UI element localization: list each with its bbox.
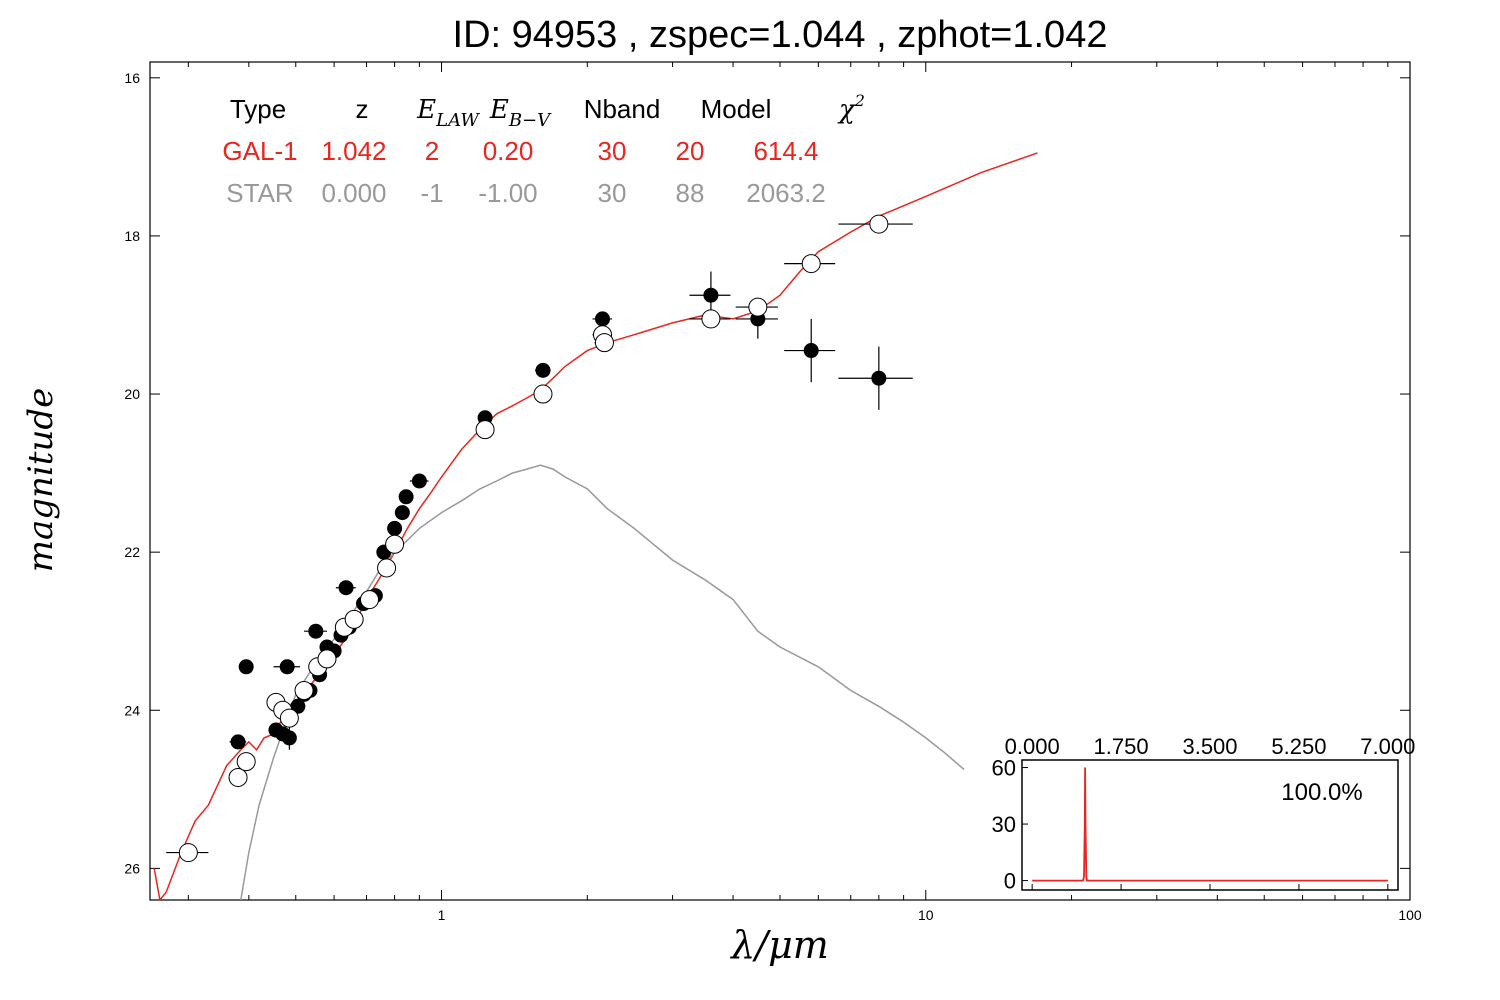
fit-table-header: Type bbox=[230, 94, 286, 124]
model-point bbox=[317, 649, 337, 669]
fit-table-cell: 2063.2 bbox=[746, 178, 826, 208]
model-point bbox=[701, 309, 721, 329]
inset-x-tick-label: 7.000 bbox=[1360, 734, 1415, 759]
observed-point bbox=[281, 730, 297, 746]
model-point bbox=[801, 254, 821, 274]
model-point bbox=[178, 843, 198, 863]
observed-point bbox=[238, 659, 254, 675]
observed-point bbox=[398, 489, 414, 505]
inset-x-tick-label: 3.500 bbox=[1182, 734, 1237, 759]
observed-point bbox=[387, 520, 403, 536]
y-tick-label: 20 bbox=[124, 386, 140, 402]
model-point bbox=[294, 681, 314, 700]
model-point bbox=[869, 214, 889, 234]
fit-table-cell: 0.000 bbox=[321, 178, 386, 208]
observed-point bbox=[338, 580, 354, 596]
model-point bbox=[594, 333, 614, 353]
fit-table-cell: -1 bbox=[420, 178, 443, 208]
fit-table-cell: 2 bbox=[425, 136, 439, 166]
fit-table: Type z ELAW EB−V Nband Model χ2 GAL-1 1.042 2 0.20… bbox=[222, 91, 865, 208]
inset-x-tick-label: 5.250 bbox=[1271, 734, 1326, 759]
fit-table-header: ELAW bbox=[416, 95, 480, 131]
fit-table-header: EB−V bbox=[489, 95, 552, 131]
pdz-inset: 0.000 1.750 3.500 5.250 7.000 0 30 60 100.0% bbox=[992, 734, 1416, 894]
fit-table-cell: 0.20 bbox=[483, 136, 534, 166]
model-line-star bbox=[240, 464, 965, 900]
inset-x-tick-label: 0.000 bbox=[1005, 734, 1060, 759]
model-point bbox=[475, 420, 495, 440]
fit-table-cell: 30 bbox=[598, 136, 627, 166]
x-axis-label: λ/μm bbox=[729, 923, 829, 967]
model-point bbox=[748, 297, 768, 317]
y-tick-label: 18 bbox=[124, 228, 140, 244]
inset-y-tick-label: 0 bbox=[1004, 869, 1016, 894]
model-point bbox=[360, 590, 380, 610]
observed-point bbox=[703, 287, 719, 303]
model-point bbox=[344, 609, 364, 629]
observed-point bbox=[394, 505, 410, 521]
model-point bbox=[533, 384, 553, 404]
x-tick-label: 100 bbox=[1398, 907, 1422, 923]
fit-table-cell: GAL-1 bbox=[222, 136, 297, 166]
y-tick-label: 24 bbox=[124, 702, 140, 718]
observed-point bbox=[230, 734, 246, 750]
fit-table-cell: 614.4 bbox=[753, 136, 818, 166]
pdz-line bbox=[1032, 767, 1388, 882]
model-point bbox=[377, 558, 397, 578]
observed-point bbox=[279, 659, 295, 675]
observed-point bbox=[595, 311, 611, 327]
model-point bbox=[279, 708, 299, 728]
model-point bbox=[228, 767, 248, 787]
fit-table-cell: 20 bbox=[676, 136, 705, 166]
series-clip-group bbox=[153, 152, 1038, 900]
y-tick-label: 22 bbox=[124, 544, 140, 560]
fit-table-header: Model bbox=[701, 94, 772, 124]
chart-title: ID: 94953 , zspec=1.044 , zphot=1.042 bbox=[452, 14, 1108, 56]
fit-table-cell: -1.00 bbox=[478, 178, 537, 208]
fit-table-header: χ2 bbox=[837, 91, 865, 125]
model-line-gal-1 bbox=[153, 152, 1038, 900]
x-tick-label: 10 bbox=[918, 907, 934, 923]
fit-table-header: Nband bbox=[584, 94, 661, 124]
main-series-layer bbox=[153, 152, 1038, 900]
inset-y-tick-label: 60 bbox=[992, 756, 1016, 781]
fit-table-cell: STAR bbox=[226, 178, 293, 208]
observed-point bbox=[411, 473, 427, 489]
model-point bbox=[236, 752, 256, 772]
inset-y-tick-label: 30 bbox=[992, 812, 1016, 837]
inset-annotation: 100.0% bbox=[1281, 779, 1362, 806]
fit-table-header: z bbox=[356, 94, 369, 124]
model-point bbox=[385, 534, 405, 554]
x-tick-label: 1 bbox=[438, 907, 446, 923]
fit-table-cell: 88 bbox=[676, 178, 705, 208]
fit-table-cell: 30 bbox=[598, 178, 627, 208]
inset-x-tick-label: 1.750 bbox=[1094, 734, 1149, 759]
y-tick-label: 26 bbox=[124, 860, 140, 876]
observed-point bbox=[871, 370, 887, 386]
observed-point bbox=[535, 362, 551, 378]
y-axis-label: magnitude bbox=[21, 388, 61, 573]
y-tick-label: 16 bbox=[124, 70, 140, 86]
fit-table-cell: 1.042 bbox=[321, 136, 386, 166]
observed-point bbox=[308, 623, 324, 639]
observed-point bbox=[803, 343, 819, 359]
